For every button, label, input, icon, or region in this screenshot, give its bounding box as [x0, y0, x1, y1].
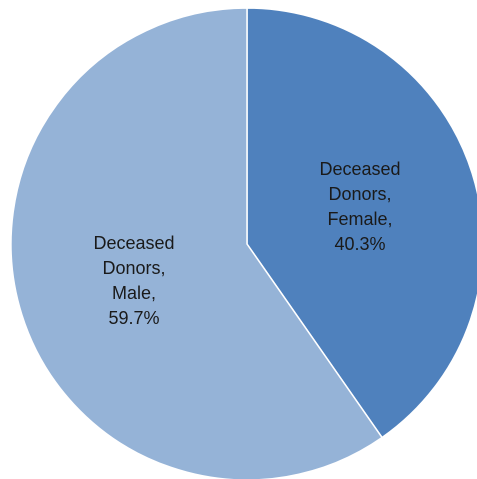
data-label-line: 59.7%	[108, 308, 159, 328]
data-label-line: Female,	[327, 209, 392, 229]
pie-labels: Deceased Donors, Female, 40.3% Deceased Donor…	[93, 159, 400, 328]
pie-slice-female	[246, 7, 477, 439]
data-label-line: Deceased	[93, 233, 174, 253]
pie-slice-male	[10, 7, 384, 479]
pie-slices	[10, 7, 477, 479]
data-label-female: Deceased Donors, Female, 40.3%	[319, 159, 400, 254]
data-label-male: Deceased Donors, Male, 59.7%	[93, 233, 174, 328]
data-label-line: Donors,	[102, 258, 165, 278]
data-label-line: 40.3%	[334, 234, 385, 254]
data-label-line: Deceased	[319, 159, 400, 179]
data-label-line: Male,	[112, 283, 156, 303]
data-label-line: Donors,	[328, 184, 391, 204]
